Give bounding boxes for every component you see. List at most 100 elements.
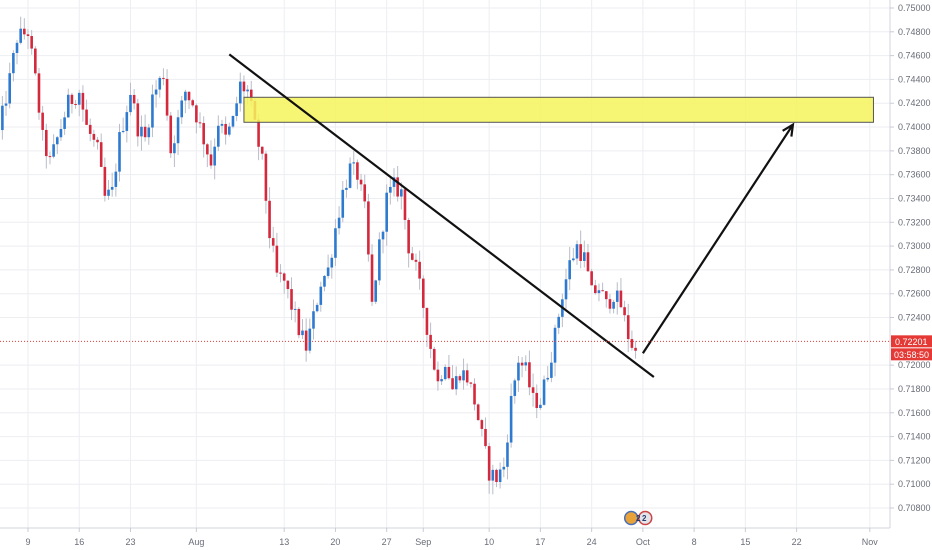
y-tick-label: 0.71800: [898, 384, 931, 394]
x-tick-label: Nov: [862, 537, 879, 547]
bear-candle: [224, 123, 227, 135]
bull-candle: [77, 92, 81, 105]
bull-candle: [491, 469, 495, 481]
bull-candle: [228, 126, 231, 135]
bull-candle: [443, 366, 447, 380]
bull-candle: [140, 126, 143, 137]
bull-candle: [557, 316, 560, 328]
bull-candle: [238, 81, 242, 104]
bear-candle: [92, 133, 96, 140]
y-tick-label: 0.72400: [898, 313, 931, 323]
bear-candle: [30, 36, 33, 49]
bull-candle: [110, 186, 114, 190]
y-tick-label: 0.73000: [898, 241, 931, 251]
bear-candle: [198, 122, 202, 124]
bull-candle: [107, 189, 110, 196]
bear-candle: [209, 154, 213, 166]
x-tick-label: 24: [587, 537, 597, 547]
bear-candle: [45, 129, 48, 157]
bear-candle: [414, 259, 418, 262]
forecast-arrow-line[interactable]: [641, 124, 794, 354]
bear-candle: [363, 184, 367, 202]
bull-candle: [385, 192, 388, 232]
bear-candle: [85, 109, 88, 125]
y-tick-label: 0.74400: [898, 74, 931, 84]
bull-candle: [66, 94, 70, 118]
candle-countdown-value: 03:58:50: [894, 350, 929, 360]
bull-candle: [59, 128, 63, 138]
bull-candle: [330, 257, 334, 268]
bear-candle: [458, 376, 462, 381]
bear-candle: [290, 289, 293, 310]
bull-candle: [63, 117, 66, 129]
bull-candle: [378, 239, 381, 281]
bull-candle: [246, 89, 249, 92]
y-tick-label: 0.74000: [898, 122, 931, 132]
bull-candle: [125, 112, 129, 131]
bear-candle: [99, 142, 103, 167]
bull-candle: [158, 77, 162, 90]
bull-candle: [154, 89, 158, 95]
bear-candle: [264, 153, 268, 201]
y-tick-label: 0.74800: [898, 27, 931, 37]
bear-candle: [495, 469, 498, 483]
bull-candle: [615, 290, 619, 302]
bull-candle: [341, 189, 345, 218]
bear-candle: [630, 339, 634, 348]
bull-candle: [539, 404, 542, 409]
current-price-tag[interactable]: [891, 335, 932, 348]
bull-candle: [513, 380, 517, 396]
bull-candle: [572, 258, 575, 261]
event-flag-icon[interactable]: [623, 510, 639, 526]
downtrend-line[interactable]: [228, 53, 655, 378]
bear-candle: [81, 92, 85, 110]
bull-candle: [345, 187, 348, 190]
bull-candle: [326, 267, 330, 276]
bull-candle: [502, 466, 506, 470]
bear-candle: [528, 362, 531, 388]
bull-candle: [462, 370, 465, 381]
bear-candle: [601, 290, 604, 292]
bull-candle: [213, 146, 216, 166]
bear-candle: [484, 428, 487, 447]
bear-candle: [279, 272, 282, 274]
bear-candle: [260, 146, 264, 154]
bear-candle: [143, 126, 147, 138]
y-tick-label: 0.72600: [898, 289, 931, 299]
annotation-layer[interactable]: [0, 53, 890, 378]
bear-candle: [447, 366, 451, 379]
bull-candle: [550, 362, 553, 378]
x-tick-label: 20: [330, 537, 340, 547]
bear-candle: [586, 252, 590, 272]
bear-candle: [421, 278, 425, 308]
bull-candle: [374, 280, 377, 302]
bear-candle: [41, 112, 44, 130]
bear-candle: [604, 291, 608, 300]
event-flag-icon[interactable]: [637, 510, 653, 526]
y-tick-label: 0.74600: [898, 51, 931, 61]
bull-candle: [308, 328, 312, 351]
bull-candle: [176, 117, 180, 144]
resistance-zone-rect[interactable]: [243, 96, 874, 123]
bear-candle: [487, 446, 491, 481]
bull-candle: [524, 362, 528, 366]
bear-candle: [103, 166, 107, 196]
candle-countdown-tag: [891, 348, 932, 361]
bear-candle: [359, 179, 363, 185]
bear-candle: [275, 245, 279, 273]
bear-candle: [70, 94, 74, 104]
bear-candle: [297, 308, 301, 336]
bull-candle: [568, 260, 571, 280]
x-tick-label: 15: [740, 537, 750, 547]
x-tick-label: 10: [484, 537, 494, 547]
bear-candle: [473, 383, 476, 405]
bear-candle: [590, 271, 593, 286]
bear-candle: [96, 139, 99, 143]
y-tick-label: 0.72000: [898, 360, 931, 370]
bear-candle: [418, 261, 421, 279]
bull-candle: [8, 73, 11, 104]
bull-candle: [392, 177, 396, 187]
